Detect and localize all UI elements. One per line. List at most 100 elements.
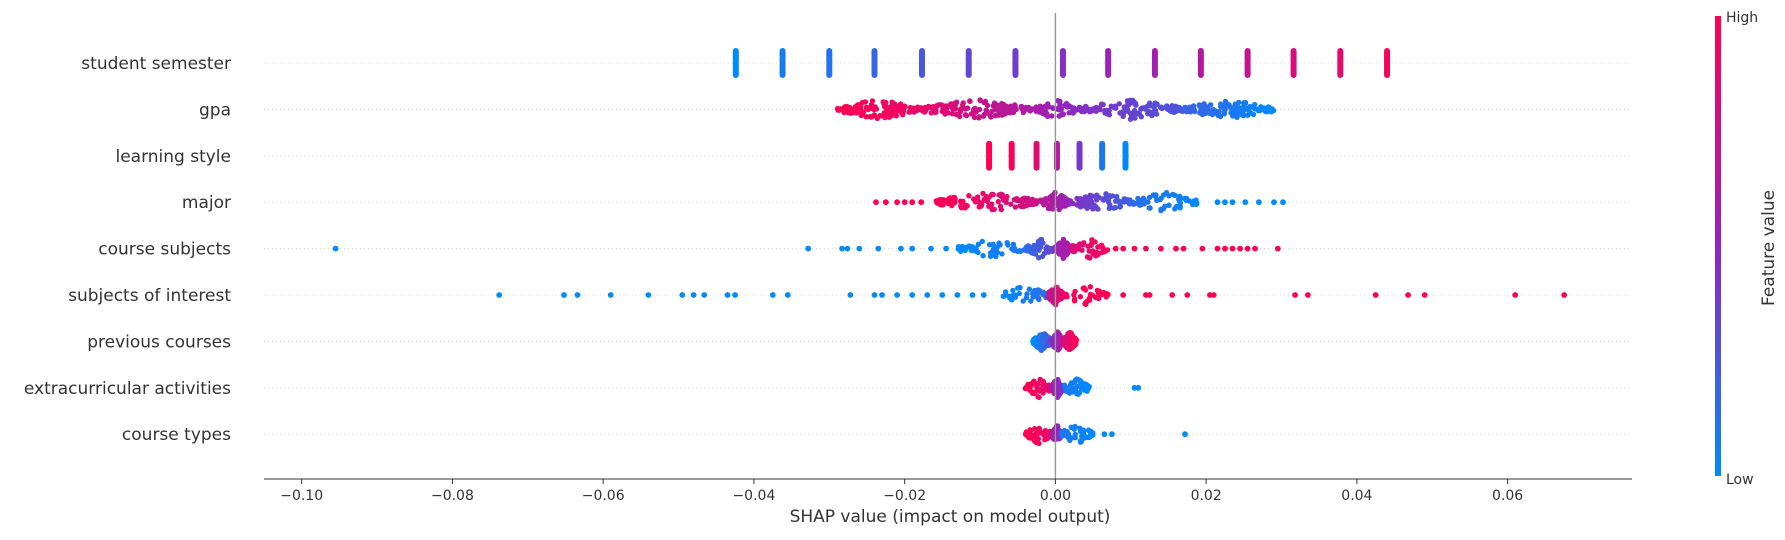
colorbar-gradient [1715, 16, 1721, 476]
shap-point-major-226 [1093, 197, 1100, 203]
shap-point-major-92 [1003, 199, 1009, 206]
x-tick-label-7: 0.04 [1341, 488, 1372, 504]
shap-point-major-195 [1037, 197, 1044, 203]
shap-point-subjects-of-interest-33 [1012, 294, 1019, 300]
shap-point-previous-courses-395 [1062, 335, 1069, 342]
shap-point-gpa-501 [1231, 107, 1237, 114]
shap-outlier-course-subjects-22 [1244, 245, 1251, 252]
shap-point-gpa-517 [1197, 110, 1203, 116]
shap-point-major-245 [1124, 197, 1131, 203]
shap-point-extracurricular-activities-47 [1033, 381, 1039, 387]
shap-point-gpa-282 [1062, 103, 1068, 109]
shap-point-course-subjects-228 [1092, 239, 1098, 245]
shap-point-gpa-262 [1055, 98, 1061, 104]
x-tick-label-3: −0.04 [732, 488, 775, 504]
shap-point-gpa-533 [1242, 100, 1248, 107]
shap-point-major-264 [1108, 193, 1114, 200]
shap-point-gpa-234 [996, 112, 1002, 118]
shap-outlier-subjects-of-interest-4 [645, 292, 652, 298]
shap-point-subjects-of-interest-22 [1020, 298, 1026, 304]
shap-point-gpa-110 [848, 110, 854, 116]
shap-outlier-course-subjects-24 [1274, 245, 1281, 252]
shap-point-subjects-of-interest-122 [1092, 294, 1099, 301]
shap-point-course-types-157 [1071, 426, 1078, 432]
x-tick-label-6: 0.02 [1191, 488, 1222, 504]
shap-point-extracurricular-activities-49 [1028, 382, 1034, 388]
shap-point-major-100 [998, 193, 1005, 200]
shap-point-gpa-529 [1247, 104, 1253, 110]
shap-point-course-subjects-26 [1005, 242, 1011, 248]
shap-point-gpa-327 [1113, 105, 1119, 111]
shap-point-course-subjects-80 [1035, 241, 1042, 247]
shap-point-subjects-of-interest-14 [1028, 298, 1034, 304]
shap-point-gpa-356 [1116, 101, 1123, 107]
shap-point-gpa-172 [988, 114, 994, 120]
shap-outlier-major-11 [1271, 199, 1277, 206]
shap-point-major-196 [1043, 197, 1049, 203]
shap-point-subjects-of-interest-20 [1017, 284, 1023, 291]
shap-outlier-course-subjects-10 [1112, 245, 1119, 252]
shap-point-major-320 [1135, 198, 1142, 204]
shap-point-gpa-228 [1018, 104, 1024, 111]
x-tick-label-1: −0.08 [431, 488, 474, 504]
shap-point-course-subjects-222 [1086, 248, 1092, 254]
shap-point-major-190 [1054, 197, 1061, 204]
shap-point-major-324 [1170, 191, 1176, 198]
shap-point-major-321 [1177, 193, 1183, 199]
shap-point-extracurricular-activities-159 [1073, 384, 1080, 390]
feature-label-learning-style: learning style [115, 147, 231, 167]
shap-point-gpa-222 [950, 106, 956, 112]
shap-outlier-major-12 [1280, 199, 1286, 206]
shap-point-subjects-of-interest-115 [1087, 284, 1094, 290]
shap-point-gpa-319 [1121, 104, 1128, 110]
shap-outlier-subjects-of-interest-31 [1372, 292, 1379, 298]
shap-point-course-types-158 [1072, 431, 1079, 438]
shap-point-gpa-248 [977, 97, 983, 103]
shap-point-major-268 [1088, 198, 1095, 205]
shap-point-gpa-107 [867, 114, 873, 120]
shap-point-gpa-401 [1083, 103, 1089, 110]
shap-point-major-8 [995, 198, 1001, 205]
shap-point-gpa-288 [1045, 101, 1051, 107]
shap-point-gpa-538 [1268, 108, 1274, 115]
shap-point-course-types-160 [1087, 433, 1093, 440]
shap-point-gpa-528 [1234, 114, 1240, 121]
shap-point-course-subjects-23 [975, 249, 981, 255]
shap-point-gpa-344 [1159, 105, 1165, 112]
shap-point-major-310 [1146, 194, 1153, 201]
shap-outlier-subjects-of-interest-24 [1146, 292, 1153, 298]
shap-outlier-subjects-of-interest-6 [690, 292, 697, 298]
feature-label-student-semester: student semester [81, 54, 231, 74]
shap-point-gpa-504 [1252, 106, 1258, 112]
shap-point-subjects-of-interest-136 [1077, 294, 1084, 300]
shap-outlier-major-2 [894, 199, 900, 206]
shap-outlier-extracurricular-activities-1 [1135, 384, 1142, 391]
shap-outlier-course-subjects-20 [1229, 245, 1236, 252]
shap-point-gpa-405 [1164, 105, 1170, 112]
feature-label-subjects-of-interest: subjects of interest [68, 286, 231, 306]
shap-point-course-types-44 [1027, 428, 1034, 434]
feature-points-course-types [1022, 423, 1188, 447]
shap-point-subjects-of-interest-137 [1080, 285, 1087, 291]
shap-point-gpa-224 [948, 101, 954, 107]
shap-point-gpa-78 [862, 99, 869, 105]
shap-outlier-gpa-1 [1055, 106, 1062, 113]
shap-point-course-subjects-27 [980, 253, 986, 259]
shap-point-major-199 [1060, 200, 1066, 207]
shap-point-course-subjects-189 [1062, 252, 1068, 259]
shap-point-major-329 [1152, 193, 1158, 199]
shap-point-gpa-96 [897, 101, 904, 107]
shap-point-major-96 [981, 196, 987, 203]
shap-point-gpa-237 [984, 102, 991, 109]
shap-point-gpa-342 [1098, 101, 1105, 107]
shap-outlier-subjects-of-interest-1 [561, 292, 567, 298]
shap-point-gpa-53 [871, 112, 878, 118]
shap-point-major-325 [1177, 205, 1183, 211]
shap-outlier-subjects-of-interest-10 [769, 292, 776, 298]
shap-outlier-subjects-of-interest-5 [679, 292, 686, 298]
shap-point-major-45 [966, 193, 972, 199]
shap-point-course-subjects-186 [1053, 246, 1060, 252]
shap-outlier-major-10 [1256, 199, 1262, 206]
shap-point-gpa-215 [962, 112, 969, 118]
